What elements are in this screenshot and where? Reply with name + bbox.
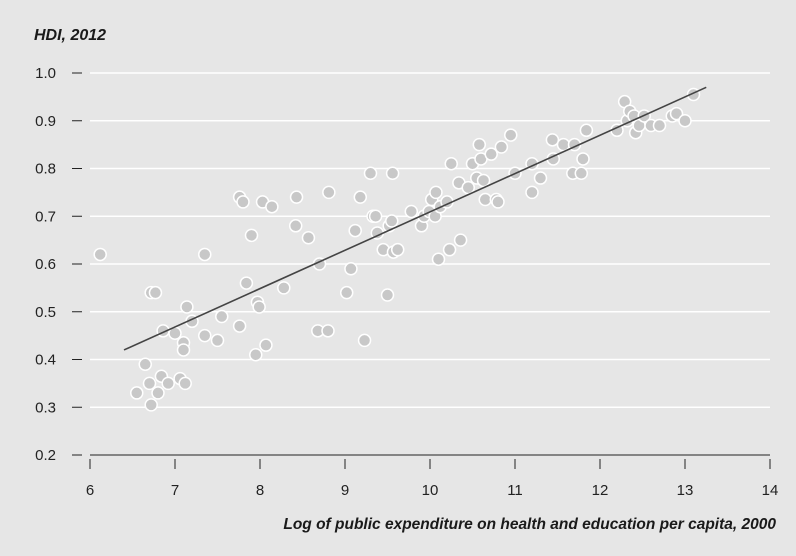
data-point [339,285,354,300]
data-point [390,242,405,257]
data-point [442,242,457,257]
data-point [652,118,667,133]
x-tick-label: 14 [762,482,779,499]
data-point [357,333,372,348]
y-tick-label: 0.3 [35,399,56,416]
data-point [525,185,539,200]
data-point [353,190,368,204]
data-point [161,376,175,391]
data-point [472,137,487,152]
data-point [431,252,446,266]
data-point [574,166,589,181]
x-tick-label: 8 [256,482,264,499]
data-point [429,185,443,200]
data-point [289,190,304,204]
y-tick-label: 0.6 [35,256,56,273]
data-point [232,319,247,333]
data-point [148,285,163,300]
data-point [130,386,144,400]
data-point [491,195,505,209]
data-point [198,328,212,343]
y-tick-label: 0.8 [35,161,56,178]
data-point [380,288,395,302]
data-point [321,324,335,338]
data-point [533,171,548,185]
y-tick-label: 1.0 [35,65,56,82]
data-point [138,357,152,372]
data-point [576,152,590,166]
data-point [322,185,336,200]
data-point [484,147,498,161]
data-point [363,166,378,181]
y-tick-label: 0.9 [35,113,56,130]
data-point [478,192,492,207]
data-point [198,247,212,262]
data-point [249,347,263,362]
y-axis-title: HDI, 2012 [34,27,107,44]
data-point [176,343,191,357]
data-point [579,123,594,138]
x-axis-title: Log of public expenditure on health and … [283,516,776,533]
data-point [244,228,259,243]
data-point [385,166,400,181]
data-point [178,376,192,391]
data-point [215,309,229,324]
data-point [494,140,509,154]
data-point [144,398,158,412]
data-point [556,137,571,152]
data-point [404,204,419,219]
data-point [239,276,254,290]
data-point [210,333,225,348]
data-point [348,223,362,238]
data-point [461,180,475,195]
data-point [151,386,165,400]
data-point [265,199,279,214]
x-tick-label: 11 [507,482,523,499]
x-tick-label: 6 [86,482,94,499]
data-point [93,247,107,262]
x-tick-label: 9 [341,482,349,499]
data-point [252,300,266,314]
trend-line [123,86,707,351]
data-point [277,281,291,295]
data-point [385,214,399,228]
x-tick-label: 10 [422,482,439,499]
y-tick-label: 0.7 [35,208,56,225]
y-tick-label: 0.4 [35,352,56,369]
data-point [301,230,316,245]
data-point [444,156,458,171]
data-point [453,233,468,247]
data-point [236,195,250,209]
data-point [669,106,684,121]
x-tick-label: 13 [677,482,694,499]
data-point [288,219,303,233]
x-tick-label: 7 [171,482,179,499]
data-point [504,128,518,142]
data-point [142,376,157,391]
y-tick-label: 0.2 [35,447,56,464]
data-point [180,300,194,314]
data-point [678,114,692,128]
x-tick-label: 12 [592,482,609,499]
data-point [344,262,358,276]
data-point [476,173,491,188]
data-point [545,133,560,147]
y-tick-label: 0.5 [35,304,56,321]
data-point [368,209,383,223]
data-point [259,338,273,352]
